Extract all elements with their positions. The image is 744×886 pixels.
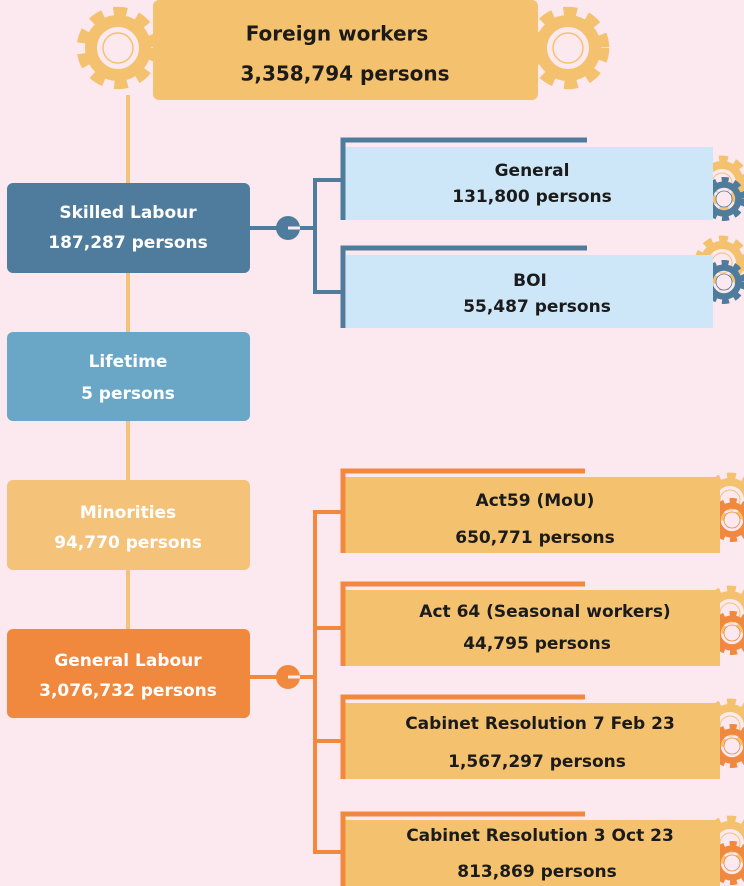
child-label: General (495, 161, 570, 181)
root-title: Foreign workers (246, 22, 429, 46)
child-label: Act59 (MoU) (476, 491, 595, 511)
child-value: 131,800 persons (452, 187, 611, 207)
child-card: Cabinet Resolution 7 Feb 23 1,567,297 pe… (340, 694, 744, 779)
category-label: Skilled Labour (59, 203, 197, 223)
gear-icon (535, 15, 601, 81)
category-label: Minorities (80, 503, 176, 523)
child-value: 1,567,297 persons (448, 752, 626, 772)
category-box (7, 183, 250, 273)
category-value: 5 persons (81, 384, 175, 404)
category-value: 3,076,732 persons (39, 681, 217, 701)
root-box (153, 0, 538, 100)
category-label: General Labour (54, 651, 202, 671)
category-value: 187,287 persons (48, 233, 207, 253)
child-card: General 131,800 persons (340, 137, 744, 220)
child-value: 650,771 persons (455, 528, 614, 548)
child-value: 813,869 persons (457, 862, 616, 882)
child-card: Act 64 (Seasonal workers) 44,795 persons (340, 581, 744, 666)
child-label: Act 64 (Seasonal workers) (419, 602, 670, 622)
category-box (7, 629, 250, 718)
child-card: BOI 55,487 persons (340, 241, 744, 328)
child-value: 44,795 persons (463, 634, 611, 654)
child-value: 55,487 persons (463, 297, 611, 317)
root-total: 3,358,794 persons (240, 62, 449, 86)
child-card: Cabinet Resolution 3 Oct 23 813,869 pers… (340, 811, 744, 886)
child-label: Cabinet Resolution 3 Oct 23 (406, 826, 674, 846)
category-box (7, 480, 250, 570)
gear-icon (85, 15, 151, 81)
category-value: 94,770 persons (54, 533, 202, 553)
child-card: Act59 (MoU) 650,771 persons (340, 468, 744, 553)
category-box (7, 332, 250, 421)
category-label: Lifetime (89, 352, 168, 372)
bracket (250, 510, 343, 854)
child-label: Cabinet Resolution 7 Feb 23 (405, 714, 675, 734)
child-label: BOI (513, 271, 547, 291)
